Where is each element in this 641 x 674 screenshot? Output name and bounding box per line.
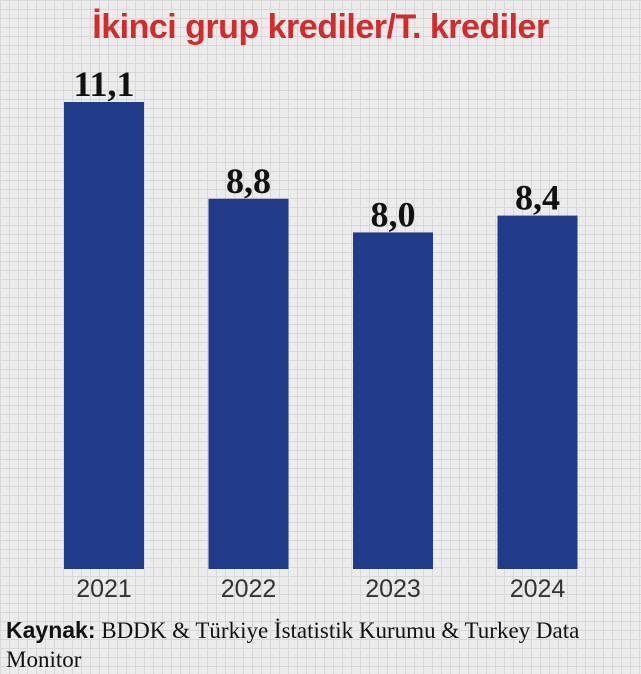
bar-2021: [64, 102, 144, 569]
x-tick-2021: 2021: [76, 575, 132, 603]
source-note: Kaynak: BDDK & Türkiye İstatistik Kurumu…: [6, 616, 636, 674]
bar-2023: [353, 232, 433, 570]
value-label-2024: 8,4: [515, 178, 560, 218]
bar-2022: [208, 198, 289, 570]
x-tick-2023: 2023: [365, 575, 421, 603]
source-label: Kaynak:: [6, 617, 96, 643]
value-label-2021: 11,1: [73, 64, 134, 104]
value-label-2022: 8,8: [226, 161, 271, 201]
x-tick-2024: 2024: [510, 575, 566, 603]
source-text: BDDK & Türkiye İstatistik Kurumu & Turke…: [6, 618, 580, 672]
value-label-2023: 8,0: [371, 194, 416, 234]
bar-chart: 11,1 2021 8,8 2022 8,0 2023 8,4 2024: [64, 64, 578, 603]
x-tick-2022: 2022: [221, 575, 277, 603]
bar-2024: [497, 215, 578, 569]
chart-title: İkinci grup krediler/T. krediler: [92, 8, 549, 46]
